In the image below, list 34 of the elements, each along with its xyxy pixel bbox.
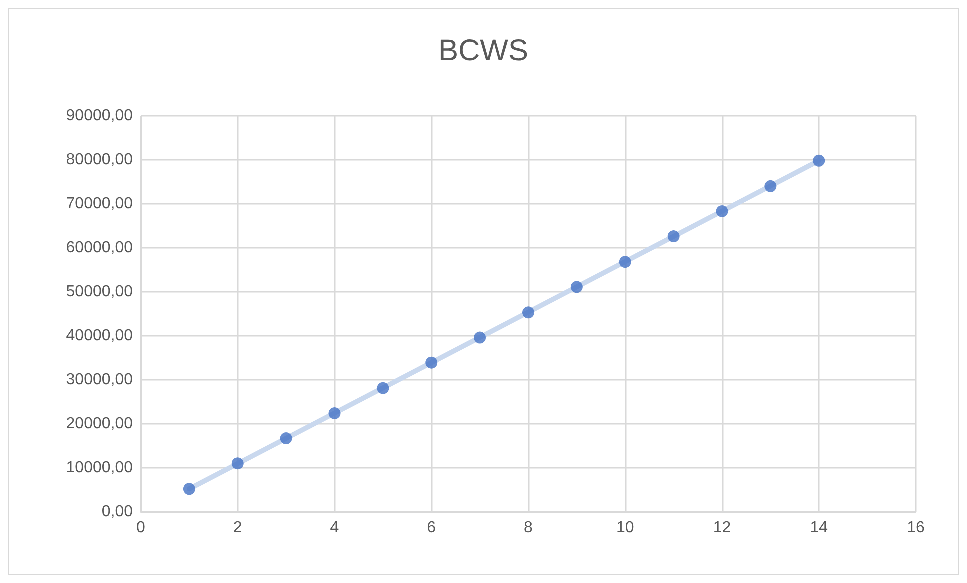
y-tick-label: 70000,00 [66, 196, 134, 212]
point [426, 356, 438, 369]
point [764, 180, 777, 192]
x-tick-label: 16 [907, 520, 925, 536]
x-tick-label: 6 [427, 520, 436, 536]
point [232, 458, 244, 470]
point [813, 154, 826, 167]
point [668, 230, 680, 243]
point [328, 407, 341, 420]
y-tick-label: 20000,00 [66, 416, 134, 432]
y-tick-label: 90000,00 [66, 108, 134, 124]
x-tick-label: 4 [330, 520, 340, 536]
y-tick-label: 60000,00 [66, 240, 134, 256]
x-tick-label: 14 [810, 520, 828, 536]
y-tick-label: 0,00 [102, 504, 134, 520]
x-tick-label: 2 [233, 520, 242, 536]
point [474, 332, 486, 344]
point [183, 483, 196, 496]
chart-title: BCWS [438, 34, 528, 68]
y-tick-label: 50000,00 [66, 284, 134, 300]
y-tick-label: 30000,00 [66, 372, 134, 388]
y-tick-label: 80000,00 [66, 152, 134, 168]
point [377, 382, 390, 394]
x-tick-label: 12 [713, 520, 732, 536]
point [716, 205, 728, 218]
point [570, 281, 583, 294]
point [280, 432, 292, 445]
point [522, 306, 534, 319]
x-tick-label: 8 [524, 520, 534, 536]
x-tick-label: 10 [616, 520, 634, 536]
x-tick-label: 0 [136, 520, 146, 536]
y-tick-label: 10000,00 [66, 460, 134, 476]
y-tick-label: 40000,00 [66, 328, 134, 344]
point [619, 256, 632, 268]
